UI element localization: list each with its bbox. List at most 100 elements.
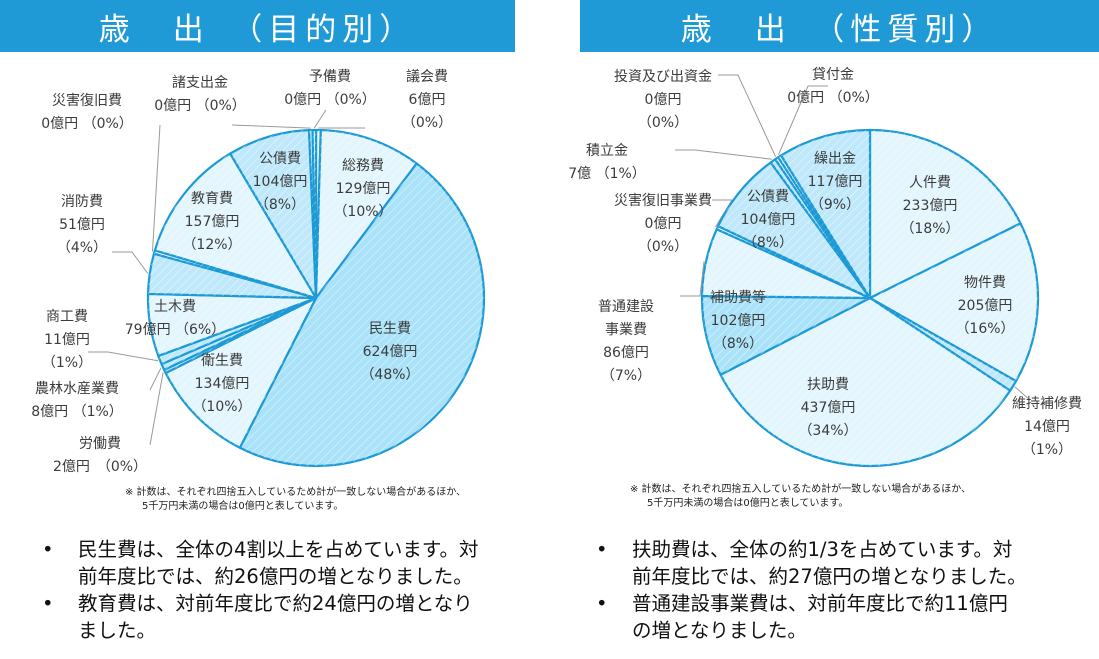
slice-category-label: 諸支出金 [171, 75, 228, 91]
slice-value-label: 0億円 [644, 216, 682, 232]
slice-value-label: （48%） [360, 367, 420, 383]
purpose-bullets: 民生費は、全体の4割以上を占めています。対前年度比では、約26億円の増となりまし… [42, 536, 532, 644]
slice-category-label: 災害復旧事業費 [614, 193, 712, 209]
slice-value-label: 624億円 [362, 344, 418, 360]
slice-category-label: 人件費 [909, 175, 951, 191]
slice-value-label: 0億円 [644, 92, 682, 108]
slice-category-label: 衛生費 [201, 353, 243, 369]
slice-value-label: 205億円 [957, 298, 1013, 314]
purpose-leader-line-13 [231, 124, 311, 129]
nature-bullets: 扶助費は、全体の約1/3を占めています。対前年度比では、約27億円の増となりまし… [596, 536, 1086, 644]
slice-category-label: 議会費 [406, 69, 448, 85]
slice-value-label: （9%） [809, 197, 861, 213]
slice-value-label: （4%） [56, 240, 108, 256]
purpose-slice-label-2: 総務費 129億円 （10%） [333, 155, 392, 224]
nature-slice-label-12: 繰出金 117億円 （9%） [808, 148, 863, 217]
slice-value-label: （0%） [637, 115, 689, 131]
slice-value-label: （12%） [182, 237, 242, 253]
slice-category-label: 土木費 [153, 299, 196, 315]
slice-value-label: （8%） [742, 235, 794, 251]
slice-value-label: 8億円 （1%） [31, 404, 123, 420]
purpose-slice-label-14: 予備費 0億円 （0%） [284, 66, 376, 112]
slice-value-label: 104億円 [740, 212, 796, 228]
nature-panel: 歳 出 （性質別） 人件費 233億円 （18%） 物件費 205億円 （16%） 維持補修… [568, 0, 1099, 659]
purpose-slice-label-3: 民生費 624億円 （48%） [360, 318, 419, 387]
slice-category-label: 物件費 [964, 275, 1006, 291]
slice-value-label: 0億円 （0%） [41, 116, 133, 132]
slice-category-label: 教育費 [191, 191, 233, 207]
slice-category-label: 公債費 [258, 151, 301, 167]
slice-value-label: 102億円 [710, 313, 766, 329]
slice-value-label: 0億円 （0%） [284, 92, 376, 108]
slice-category-label: 予備費 [308, 69, 351, 85]
slice-value-label: （0%） [637, 239, 689, 255]
slice-value-label: 134億円 [194, 376, 250, 392]
nature-title-banner: 歳 出 （性質別） [580, 0, 1099, 52]
purpose-leader-line-7 [88, 351, 159, 362]
nature-slice-label-2: 物件費 205億円 （16%） [955, 272, 1014, 341]
purpose-slice-label-13: 諸支出金 0億円 （0%） [154, 72, 246, 118]
slice-value-label: 79億円 （6%） [124, 322, 226, 338]
nature-slice-label-8: 公債費 104億円 （8%） [741, 186, 796, 255]
purpose-slice-label-8: 土木費 79億円 （6%） [125, 296, 225, 342]
slice-value-label: 117億円 [807, 174, 863, 190]
purpose-leader-line-14 [313, 109, 327, 129]
slice-category-label: 維持補修費 [1012, 396, 1082, 412]
nature-slice-label-10: 投資及び出資金 0億円 （0%） [614, 66, 712, 135]
slice-category-label: 農林水産業費 [34, 381, 119, 397]
purpose-footnote: ※ 計数は、それぞれ四捨五入しているため計が一致しない場合があるほか、 5千万円… [125, 487, 467, 512]
purpose-slice-label-4: 衛生費 134億円 （10%） [192, 350, 251, 419]
slice-category-label: 繰出金 [813, 151, 856, 167]
nature-slice-label-7: 災害復旧事業費 0億円 （0%） [614, 190, 712, 259]
slice-value-label: （1%） [1021, 442, 1073, 458]
purpose-slice-label-9: 消防費 51億円 （4%） [57, 191, 107, 260]
slice-value-label: 51億円 [59, 217, 105, 233]
nature-slice-label-5: 補助費等 102億円 （8%） [710, 287, 766, 356]
slice-value-label: （16%） [955, 321, 1015, 337]
slice-category-label: 積立金 [585, 143, 628, 159]
slice-value-label: 129億円 [335, 181, 391, 197]
slice-value-label: 233億円 [902, 198, 958, 214]
purpose-leader-line-6 [149, 367, 162, 391]
slice-category-label: 災害復旧費 [51, 93, 122, 109]
slice-value-label: 14億円 [1024, 419, 1070, 435]
nature-leader-line-6 [680, 261, 705, 297]
slice-category-label: 投資及び出資金 [614, 69, 712, 85]
slice-value-label: 6億円 [408, 92, 446, 108]
bullet-item: 民生費は、全体の4割以上を占めています。対前年度比では、約26億円の増となりまし… [42, 536, 532, 590]
nature-slice-label-1: 人件費 233億円 （18%） [900, 172, 959, 241]
purpose-slice-label-1: 議会費 6億円 （0%） [402, 66, 452, 135]
slice-value-label: 11億円 [44, 332, 90, 348]
nature-slice-label-6: 普通建設 事業費 86億円 （7%） [598, 296, 654, 388]
purpose-leader-line-9 [112, 251, 149, 274]
slice-value-label: 86億円 [603, 345, 649, 361]
purpose-slice-label-7: 商工費 11億円 （1%） [42, 306, 92, 375]
slice-value-label: （8%） [254, 197, 306, 213]
slice-category-label: 公債費 [746, 189, 789, 205]
nature-leader-line-9 [675, 149, 772, 160]
slice-value-label: （1%） [41, 355, 93, 371]
slice-category-label: 総務費 [342, 158, 384, 174]
purpose-slice-label-11: 教育費 157億円 （12%） [182, 188, 241, 257]
slice-value-label: （0%） [401, 115, 453, 131]
nature-slice-label-11: 貸付金 0億円 （0%） [787, 64, 879, 110]
nature-leader-line-10 [718, 74, 777, 157]
slice-value-label: 7億 （1%） [568, 166, 646, 182]
nature-slice-label-9: 積立金 7億 （1%） [568, 140, 646, 186]
slice-category-label: 商工費 [46, 309, 88, 325]
nature-leader-line-3 [1014, 386, 1031, 401]
nature-slice-label-4: 扶助費 437億円 （34%） [798, 374, 857, 443]
purpose-leader-line-5 [149, 372, 164, 446]
purpose-slice-label-10: 災害復旧費 0億円 （0%） [41, 90, 133, 136]
slice-category-label: 扶助費 [807, 377, 849, 393]
slice-category-label: 労働費 [79, 436, 121, 452]
slice-value-label: 0億円 （0%） [787, 90, 879, 106]
slice-category-label: 普通建設 [598, 299, 654, 315]
bullet-item: 扶助費は、全体の約1/3を占めています。対前年度比では、約27億円の増となりまし… [596, 536, 1086, 590]
purpose-panel: 歳 出 （目的別） 議会費 6億円 （0%） 総務費 129億円 （10%） 民生費 624億… [0, 0, 520, 659]
slice-category-label: 民生費 [369, 321, 411, 337]
slice-value-label: 0億円 （0%） [154, 98, 246, 114]
nature-footnote: ※ 計数は、それぞれ四捨五入しているため計が一致しない場合があるほか、 5千万円… [630, 484, 972, 509]
